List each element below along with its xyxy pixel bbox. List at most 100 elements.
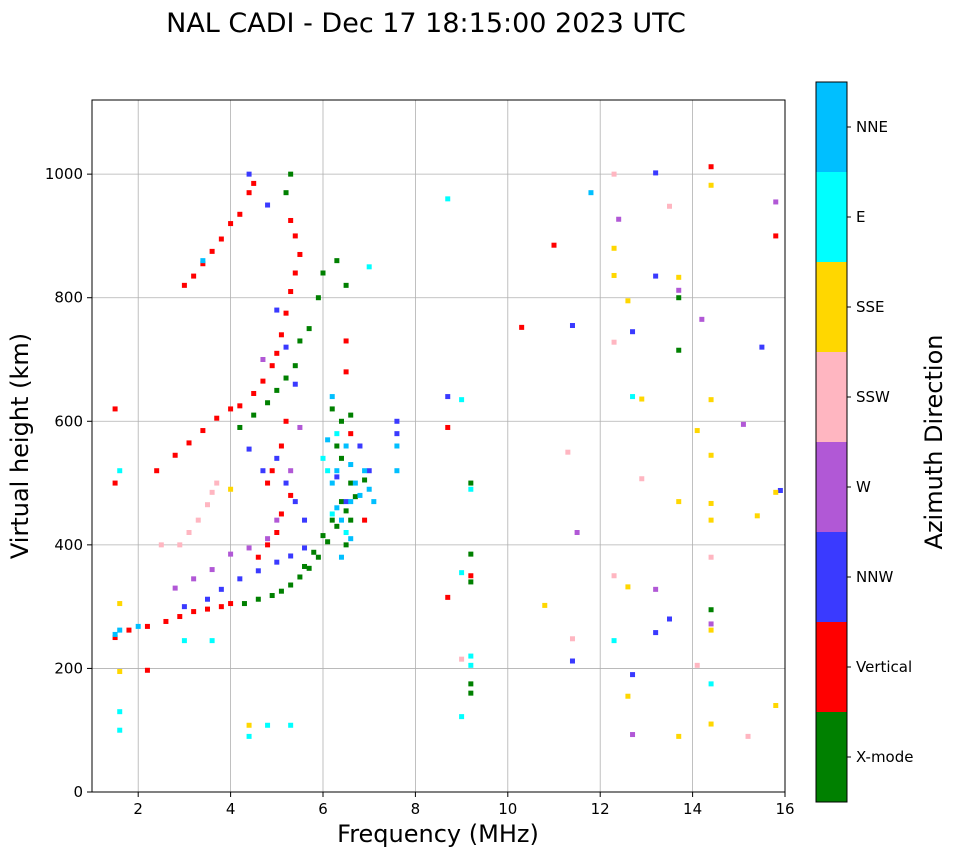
data-point — [334, 474, 340, 480]
data-point — [338, 455, 344, 461]
data-point — [320, 455, 326, 461]
data-point — [445, 594, 451, 600]
data-point — [292, 233, 298, 239]
data-point — [343, 499, 349, 505]
data-point — [348, 462, 354, 468]
data-point — [112, 631, 118, 637]
data-point — [117, 709, 123, 715]
data-point — [343, 443, 349, 449]
data-point — [191, 609, 197, 615]
data-point — [288, 289, 294, 295]
data-point — [311, 549, 317, 555]
data-point — [653, 170, 659, 176]
data-point — [338, 517, 344, 523]
data-point — [343, 338, 349, 344]
data-point — [191, 273, 197, 279]
data-point — [181, 282, 187, 288]
data-point — [676, 347, 682, 353]
data-point — [699, 316, 705, 322]
data-point — [297, 424, 303, 430]
data-point — [283, 190, 289, 196]
data-point — [667, 203, 672, 209]
x-tick-label: 14 — [683, 800, 702, 818]
data-point — [117, 468, 123, 474]
data-point — [676, 274, 682, 280]
data-point — [777, 487, 783, 493]
data-point — [117, 601, 123, 607]
data-point — [708, 452, 714, 458]
y-tick-label: 400 — [54, 536, 83, 554]
data-point — [569, 658, 575, 664]
data-point — [773, 489, 779, 495]
data-point — [459, 714, 465, 720]
data-point — [542, 602, 548, 608]
data-point — [228, 406, 234, 412]
data-point — [329, 511, 335, 517]
data-point — [708, 621, 714, 627]
data-point — [676, 287, 682, 293]
data-point — [283, 375, 289, 381]
data-point — [274, 559, 280, 565]
data-point — [343, 369, 349, 375]
data-point — [348, 431, 354, 437]
data-point — [611, 171, 617, 177]
data-point — [565, 449, 571, 455]
data-point — [288, 722, 294, 728]
data-point — [260, 357, 266, 362]
data-point — [186, 440, 192, 446]
data-point — [228, 551, 234, 557]
data-point — [616, 216, 622, 222]
data-point — [292, 499, 298, 505]
colorbar-frame — [815, 81, 848, 803]
data-point — [630, 329, 636, 335]
x-tick-label: 2 — [133, 800, 143, 818]
data-point — [297, 251, 303, 257]
data-point — [394, 431, 400, 437]
y-tick-label: 800 — [54, 289, 83, 307]
data-point — [205, 596, 210, 602]
data-point — [625, 693, 631, 699]
data-point — [237, 403, 243, 409]
data-point — [551, 242, 557, 248]
data-point — [371, 499, 377, 505]
colorbar-label: Azimuth Direction — [920, 335, 948, 550]
data-point — [329, 480, 335, 486]
data-point — [320, 533, 326, 539]
data-point — [278, 511, 284, 517]
data-point — [265, 202, 271, 208]
data-point — [260, 378, 266, 384]
data-point — [228, 221, 234, 227]
data-point — [315, 554, 321, 560]
data-point — [135, 623, 141, 629]
series-nnw — [181, 170, 783, 678]
data-point — [325, 539, 331, 545]
data-point — [630, 672, 636, 678]
data-point — [200, 261, 206, 267]
data-point — [343, 508, 349, 514]
data-point — [205, 502, 210, 508]
series-sse — [117, 182, 779, 739]
x-tick-label: 8 — [411, 800, 421, 818]
data-point — [445, 196, 451, 202]
grid — [92, 100, 786, 793]
y-tick-label: 600 — [54, 412, 83, 430]
data-point — [611, 245, 617, 251]
data-point — [639, 396, 645, 402]
data-point — [468, 690, 474, 696]
data-point — [338, 418, 344, 424]
data-point — [288, 553, 294, 559]
data-point — [260, 468, 266, 474]
x-axis-ticks: 2 4 6 8 10 12 14 16 — [133, 792, 795, 818]
data-point — [468, 486, 474, 492]
series-ssw — [158, 171, 751, 739]
data-point — [306, 565, 312, 571]
x-tick-label: 6 — [318, 800, 328, 818]
y-axis-label: Virtual height (km) — [6, 333, 34, 559]
data-point — [191, 576, 197, 582]
colorbar-segment — [816, 442, 847, 532]
data-point — [708, 500, 714, 506]
y-axis-ticks: 0 200 400 600 800 1000 — [45, 165, 92, 801]
data-point — [292, 270, 298, 276]
data-point — [246, 190, 252, 196]
data-point — [278, 443, 284, 449]
